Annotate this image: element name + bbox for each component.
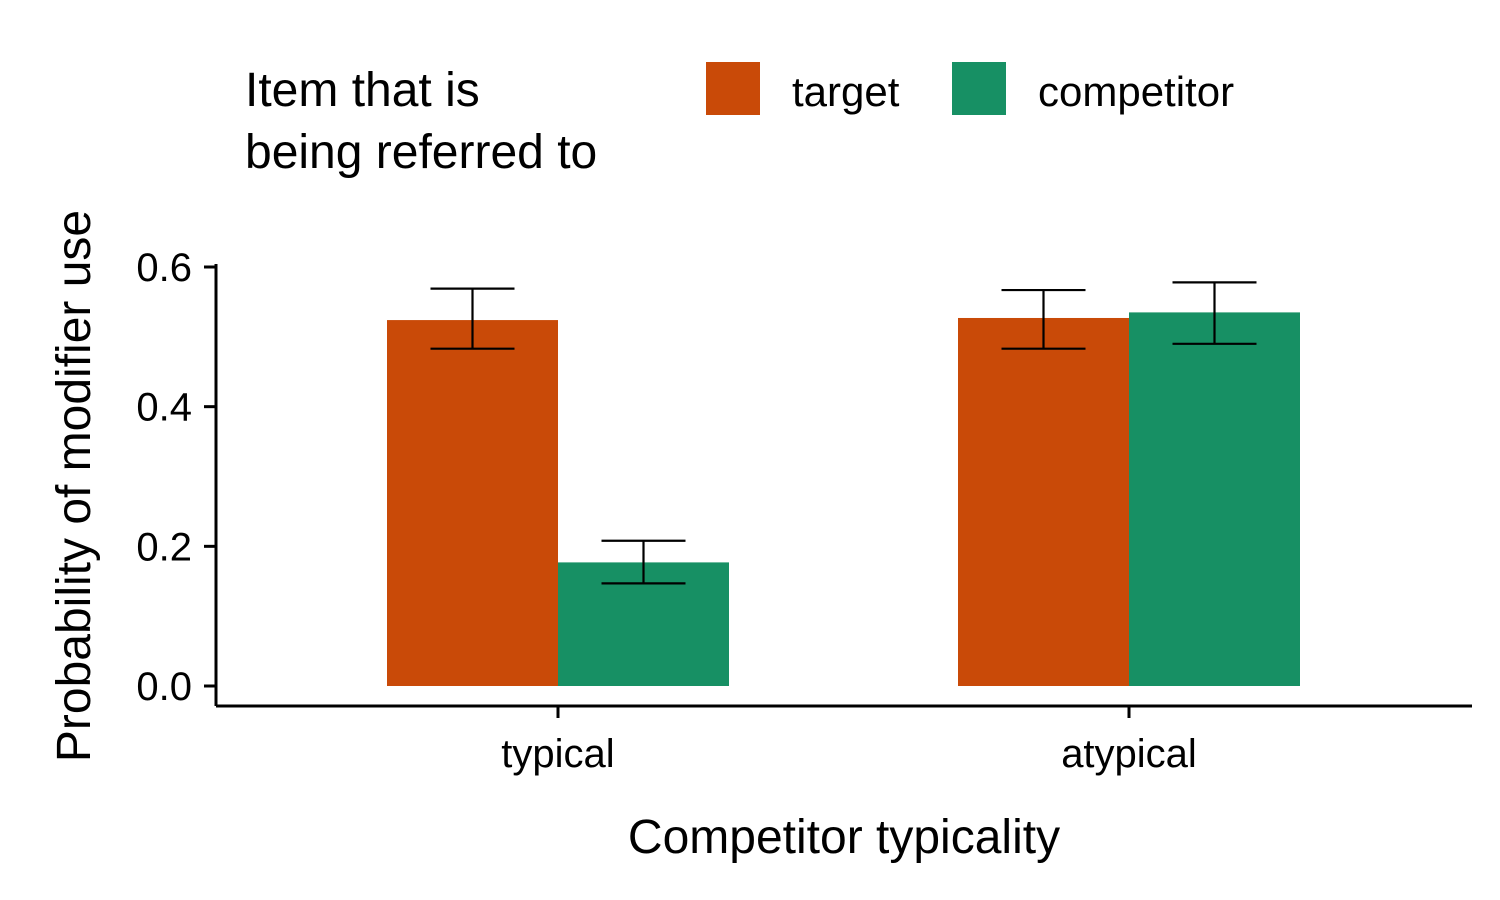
error-bar-target-typical: [430, 287, 515, 350]
legend-label-competitor: competitor: [1038, 68, 1234, 115]
y-tick-label: 0.0: [136, 665, 192, 709]
bars-layer: [387, 312, 1300, 686]
legend-title-line-2: being referred to: [245, 126, 597, 179]
bar-competitor-atypical: [1129, 312, 1300, 686]
bar-target-typical: [387, 320, 558, 686]
x-axis-title: Competitor typicality: [628, 811, 1060, 864]
y-tick-label: 0.4: [136, 386, 192, 430]
y-axis-title: Probability of modifier use: [48, 210, 101, 762]
x-tick-label-atypical: atypical: [1061, 732, 1197, 776]
legend-title-line-1: Item that is: [245, 64, 480, 117]
error-bars-layer: [430, 281, 1257, 585]
legend-label-target: target: [792, 68, 900, 115]
legend: Item that is being referred to target co…: [245, 62, 1234, 179]
y-tick-label: 0.6: [136, 246, 192, 290]
legend-key-competitor: [952, 62, 1006, 115]
error-bar-competitor-atypical: [1172, 281, 1257, 345]
y-axis-ticks: 0.0 0.2 0.4 0.6: [136, 246, 216, 709]
x-tick-label-typical: typical: [501, 732, 614, 776]
bar-target-atypical: [958, 317, 1129, 686]
error-bar-competitor-typical: [601, 539, 686, 585]
y-tick-label: 0.2: [136, 525, 192, 569]
legend-key-target: [706, 62, 760, 115]
error-bar-target-atypical: [1001, 288, 1086, 350]
x-axis-ticks: typical atypical: [501, 706, 1197, 776]
